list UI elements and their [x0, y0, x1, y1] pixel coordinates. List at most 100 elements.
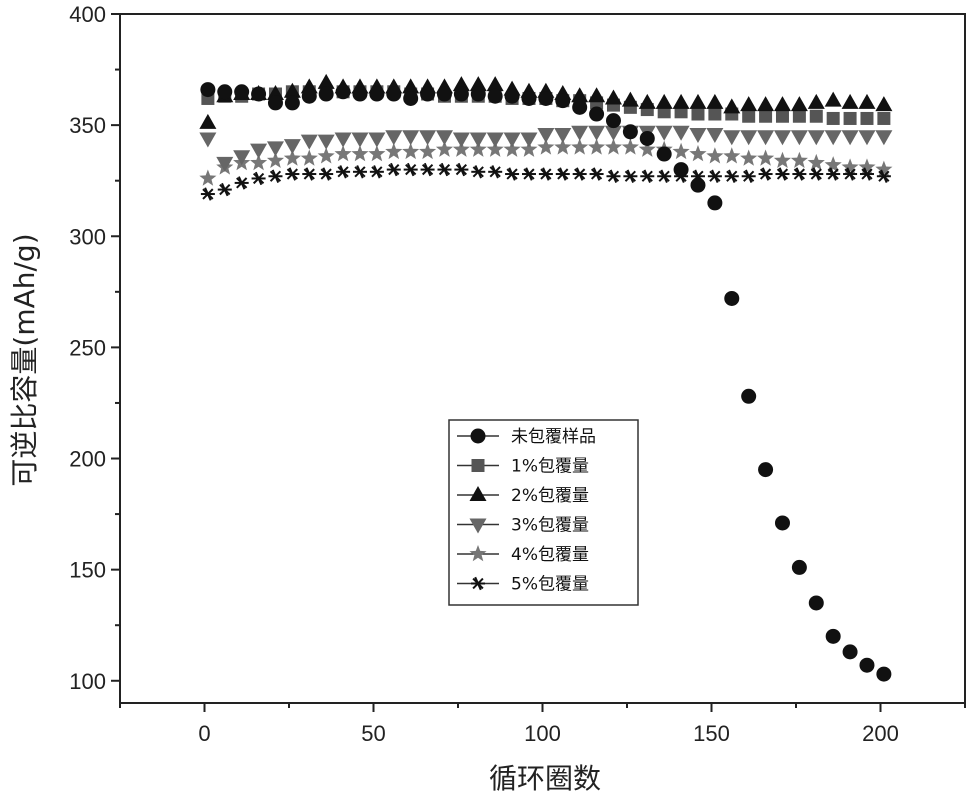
data-point [435, 140, 454, 157]
data-point [555, 167, 570, 181]
data-point [673, 162, 689, 178]
legend: 未包覆样品 1%包覆量 2%包覆量 3%包覆量 4%包覆量 5%包覆量 [448, 419, 639, 606]
data-point [266, 141, 284, 157]
legend-box [448, 419, 639, 606]
data-point [504, 88, 520, 104]
asterisk-stroke [288, 167, 297, 181]
data-point [621, 138, 639, 155]
asterisk-stroke [609, 169, 618, 183]
data-point [757, 149, 775, 166]
data-point [403, 90, 419, 106]
data-point [858, 158, 876, 175]
data-point [773, 130, 791, 146]
asterisk-stroke [491, 165, 499, 179]
data-point [520, 132, 538, 148]
data-point [621, 91, 639, 107]
data-point [807, 93, 825, 109]
data-point [723, 130, 741, 146]
y-axis-title: 可逆比容量(mAh/g) [8, 233, 41, 486]
data-point [251, 86, 267, 102]
asterisk-stroke [744, 169, 753, 183]
legend-label: 未包覆样品 [511, 427, 596, 447]
data-point [572, 99, 588, 115]
data-point [385, 142, 403, 160]
data-point [234, 176, 249, 190]
data-point [604, 138, 623, 155]
data-point [453, 86, 469, 102]
data-point [486, 140, 504, 157]
data-point [300, 149, 318, 166]
data-point [505, 167, 520, 181]
asterisk-stroke [761, 167, 770, 181]
data-point [351, 145, 369, 162]
data-point [318, 86, 334, 102]
data-point [537, 128, 555, 144]
data-point [790, 130, 808, 146]
data-point [199, 132, 217, 148]
asterisk-stroke [846, 167, 854, 181]
y-tick-label: 350 [69, 113, 106, 138]
data-point [469, 132, 487, 148]
asterisk-stroke [542, 167, 550, 181]
asterisk-stroke [829, 167, 837, 181]
axes: 0 50 100 150 200 100 150 200 250 300 350 400 [69, 2, 966, 746]
data-point [402, 130, 420, 146]
asterisk-stroke [305, 167, 313, 181]
data-point [300, 134, 318, 150]
plot-area [199, 73, 893, 682]
data-point [623, 169, 638, 183]
data-point [266, 85, 284, 101]
data-point [503, 132, 521, 148]
data-point [300, 78, 318, 94]
data-point [775, 167, 790, 181]
data-point [689, 145, 707, 162]
asterisk-stroke [795, 167, 804, 181]
data-point [858, 130, 876, 146]
data-point [284, 95, 300, 111]
data-point [486, 76, 504, 92]
data-point [317, 134, 335, 150]
data-point [402, 142, 420, 160]
legend-marker [469, 486, 487, 501]
data-point [758, 167, 773, 181]
data-point [841, 130, 859, 146]
data-point [691, 107, 705, 121]
data-point [317, 73, 335, 89]
series-3 [199, 73, 893, 129]
data-point [436, 86, 452, 102]
data-point [520, 140, 538, 157]
data-point [622, 124, 638, 140]
data-point [757, 96, 775, 112]
x-tick-label: 150 [693, 721, 730, 746]
data-point [790, 151, 808, 168]
series-6 [200, 162, 891, 201]
data-point [537, 138, 555, 155]
data-point [588, 87, 606, 103]
data-point [875, 130, 893, 146]
data-point [841, 158, 859, 175]
data-point [217, 182, 232, 197]
legend-marker [469, 518, 487, 534]
legend-label: 1%包覆量 [511, 457, 589, 477]
data-point [385, 130, 403, 146]
data-point [571, 138, 589, 155]
data-point [877, 111, 891, 125]
data-point [759, 109, 773, 123]
data-point [403, 162, 418, 177]
data-point [655, 93, 673, 109]
x-tick-label: 200 [862, 721, 899, 746]
data-point [843, 167, 858, 181]
asterisk-stroke [423, 162, 432, 177]
data-point [588, 138, 606, 155]
data-point [689, 93, 707, 109]
data-point [809, 109, 823, 123]
asterisk-stroke [373, 165, 381, 179]
legend-marker [469, 545, 487, 562]
data-point [488, 165, 503, 179]
data-point [285, 167, 300, 181]
data-point [317, 147, 335, 164]
data-point [859, 167, 874, 181]
data-point [706, 147, 724, 164]
data-point [521, 90, 537, 106]
legend-marker [470, 428, 486, 444]
